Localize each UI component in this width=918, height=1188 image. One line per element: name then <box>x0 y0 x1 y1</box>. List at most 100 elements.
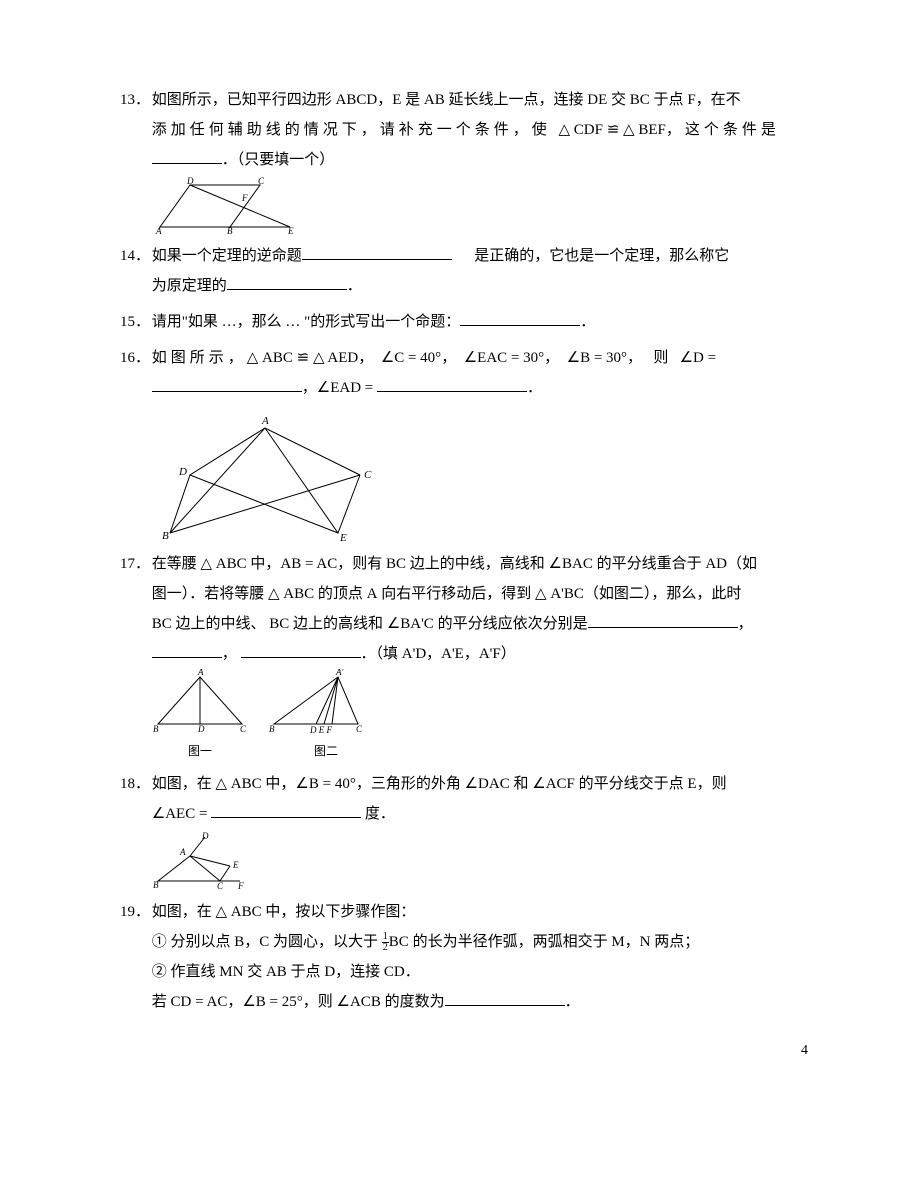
text: 在等腰 <box>152 556 201 572</box>
q16-body: 如图所示，△ ABC ≌ △ AED， ∠C = 40°， ∠EAC = 30°… <box>152 343 804 403</box>
text: AD <box>705 556 727 572</box>
text: 为原定理的 <box>152 278 227 294</box>
text: 的度数为 <box>381 994 445 1010</box>
text: ） <box>501 646 516 662</box>
text: △ ABC <box>268 586 314 602</box>
text: （如 <box>727 556 757 572</box>
q17-num: 17． <box>120 549 148 579</box>
text: ，三角形的外角 <box>356 776 465 792</box>
svg-text:D: D <box>178 466 187 478</box>
text: D <box>324 964 335 980</box>
text: ，这个条件是 <box>666 122 780 138</box>
text: 如图所示，已知平行四边形 <box>152 92 336 108</box>
text: ．（只要填一个） <box>222 152 335 168</box>
fill-blank[interactable] <box>152 375 302 393</box>
fill-blank[interactable] <box>302 243 452 261</box>
text: ，则 <box>303 994 337 1010</box>
svg-text:D: D <box>197 724 205 734</box>
text: 添加任何辅助线的情况下，请补充一个条件，使 <box>152 122 559 138</box>
question-19: 19． 如图，在 △ ABC 中，按以下步骤作图： ① 分别以点 B，C 为圆心… <box>120 897 808 1017</box>
text: M，N <box>611 934 650 950</box>
text: 的平分线重合于 <box>593 556 706 572</box>
text: BC <box>269 616 289 632</box>
text: 向右平行移动后，得到 <box>378 586 536 602</box>
text: ，在不 <box>696 92 741 108</box>
text: 和 <box>510 776 533 792</box>
q14-body: 如果一个定理的逆命题 是正确的，它也是一个定理，那么称它 为原定理的． <box>152 241 804 301</box>
text: ∠B = 25° <box>242 994 302 1010</box>
fill-blank[interactable] <box>241 641 361 659</box>
caption: 图二 <box>266 739 386 763</box>
text: 图一）．若将等腰 <box>152 586 268 602</box>
svg-text:C: C <box>356 724 363 734</box>
text: 请用"如果 …，那么 … "的形式写出一个命题： <box>152 314 461 330</box>
svg-text:A: A <box>179 847 186 857</box>
q13-num: 13． <box>120 85 148 115</box>
fill-blank[interactable] <box>211 801 361 819</box>
text: CD <box>384 964 405 980</box>
text: ．（填 <box>361 646 402 662</box>
svg-text:B: B <box>269 724 275 734</box>
text: 于点 <box>287 964 325 980</box>
text: ， <box>738 616 753 632</box>
text: BC <box>389 934 409 950</box>
text: （如图二），那么，此时 <box>584 586 742 602</box>
text: 是 <box>401 92 424 108</box>
text: 的顶点 <box>314 586 367 602</box>
text: ∠AEC = <box>152 806 211 822</box>
fill-blank[interactable] <box>377 375 527 393</box>
svg-text:B: B <box>153 880 159 890</box>
q18-body: 如图，在 △ ABC 中，∠B = 40°，三角形的外角 ∠DAC 和 ∠ACF… <box>152 769 804 829</box>
q14-num: 14． <box>120 241 148 271</box>
svg-text:C: C <box>364 469 372 481</box>
text: ∠DAC <box>465 776 510 792</box>
q17-body: 在等腰 △ ABC 中，AB = AC，则有 BC 边上的中线，高线和 ∠BAC… <box>152 549 804 669</box>
text: △ ABC <box>201 556 247 572</box>
fill-blank[interactable] <box>588 611 738 629</box>
text: ∠BAC <box>549 556 593 572</box>
text: 如图所示， <box>152 350 247 366</box>
fill-blank[interactable] <box>227 273 347 291</box>
text: 交 <box>243 964 266 980</box>
question-17: 17． 在等腰 △ ABC 中，AB = AC，则有 BC 边上的中线，高线和 … <box>120 549 808 763</box>
text: ， <box>544 350 559 366</box>
text: ，连接 <box>335 964 384 980</box>
text: B，C <box>234 934 269 950</box>
text: ． <box>527 380 542 396</box>
question-18: 18． 如图，在 △ ABC 中，∠B = 40°，三角形的外角 ∠DAC 和 … <box>120 769 808 891</box>
fill-blank[interactable] <box>445 989 565 1007</box>
question-15: 15． 请用"如果 …，那么 … "的形式写出一个命题：． <box>120 307 808 337</box>
text: A'D，A'E，A'F <box>402 646 501 662</box>
fill-blank[interactable] <box>152 641 222 659</box>
q15-num: 15． <box>120 307 148 337</box>
text: 如图，在 <box>152 776 216 792</box>
svg-text:A: A <box>155 226 162 235</box>
svg-text:E: E <box>339 532 347 543</box>
text: ， <box>358 350 373 366</box>
text: 为圆心，以大于 <box>269 934 382 950</box>
text: △ CDF ≌ △ BEF <box>559 122 666 138</box>
text: 边上的中线、 <box>172 616 270 632</box>
text: ， <box>222 646 237 662</box>
text: ABCD <box>336 92 378 108</box>
text: E <box>392 92 401 108</box>
svg-text:D: D <box>201 831 209 841</box>
text: ， <box>227 994 242 1010</box>
fill-blank[interactable] <box>152 147 222 165</box>
text: 中，按以下步骤作图： <box>262 904 416 920</box>
q16-figure: A B C D E <box>150 413 808 543</box>
question-14: 14． 如果一个定理的逆命题 是正确的，它也是一个定理，那么称它 为原定理的． <box>120 241 808 301</box>
text: 如果一个定理的逆命题 <box>152 248 302 264</box>
fill-blank[interactable] <box>460 309 580 327</box>
question-13: 13． 如图所示，已知平行四边形 ABCD，E 是 AB 延长线上一点，连接 D… <box>120 85 808 235</box>
q18-num: 18． <box>120 769 148 799</box>
text: △ ABC <box>216 776 262 792</box>
text: ，则有 <box>337 556 386 572</box>
text: ，则 <box>697 776 727 792</box>
svg-text:C: C <box>240 724 247 734</box>
fraction: 12 <box>382 932 389 953</box>
question-16: 16． 如图所示，△ ABC ≌ △ AED， ∠C = 40°， ∠EAC =… <box>120 343 808 543</box>
text: 是正确的，它也是一个定理，那么称它 <box>474 248 729 264</box>
text: △ A'BC <box>535 586 584 602</box>
text: MN <box>219 964 243 980</box>
